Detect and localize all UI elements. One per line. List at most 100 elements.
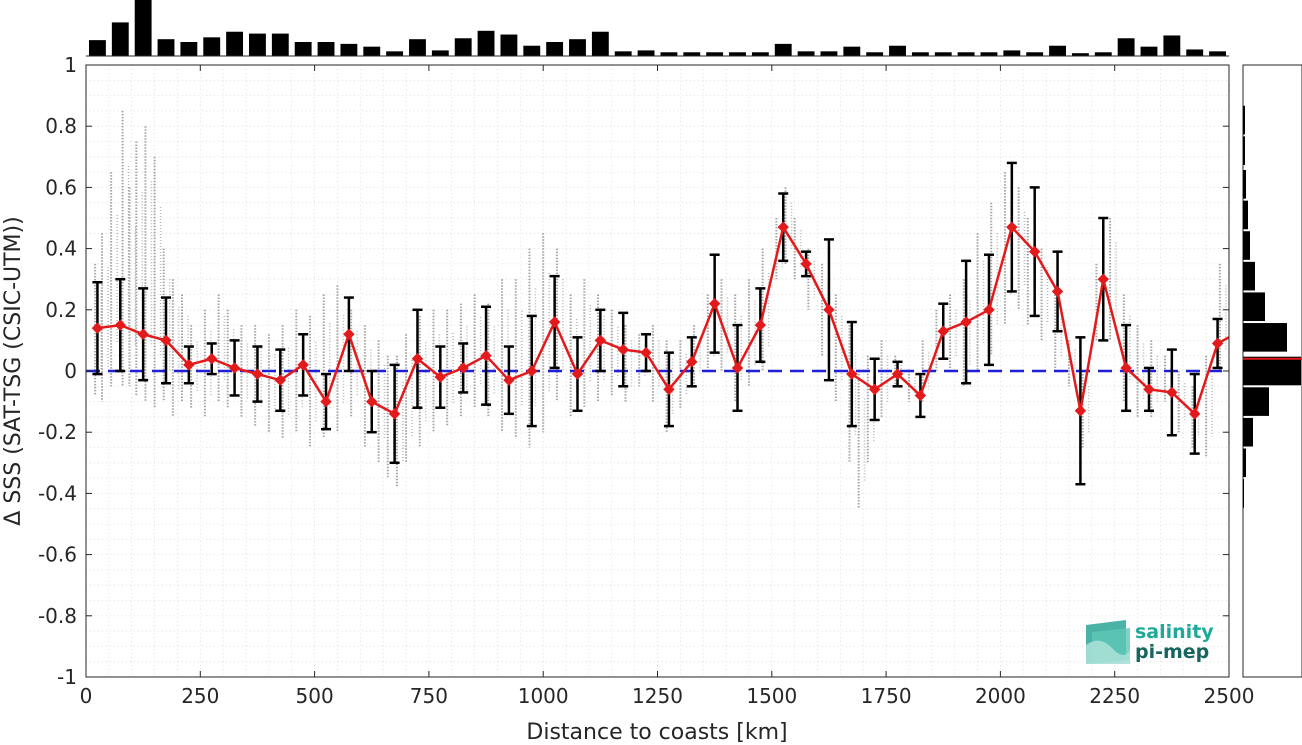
top-histogram-bar: [980, 52, 998, 56]
y-tick-label: 1: [64, 53, 77, 77]
right-histogram-bar: [1243, 356, 1301, 386]
top-histogram-bar: [454, 38, 472, 56]
top-histogram-bar: [294, 42, 312, 56]
y-tick-label: -0.4: [38, 481, 77, 505]
top-histogram-bar: [1163, 35, 1181, 56]
top-histogram-bar: [934, 52, 952, 56]
mean-marker: [343, 328, 355, 340]
top-histogram-bar: [363, 46, 381, 56]
top-histogram-bar: [1186, 49, 1204, 56]
right-histogram: [1243, 105, 1301, 508]
mean-marker: [1051, 285, 1064, 298]
mean-marker: [137, 328, 149, 340]
mean-marker: [1143, 383, 1155, 396]
x-tick-label: 1000: [518, 684, 569, 708]
y-tick-label: -0.6: [38, 543, 77, 567]
top-histogram-bar: [1140, 46, 1158, 56]
y-tick-label: 0.8: [45, 114, 77, 138]
x-tick-label: 750: [410, 684, 448, 708]
y-tick-label: 0.2: [45, 298, 77, 322]
top-histogram-bar: [111, 22, 129, 56]
top-histogram-bar: [774, 43, 792, 56]
y-tick-label: -0.8: [38, 604, 77, 628]
top-histogram-bar: [89, 40, 106, 56]
right-histogram-bar: [1243, 417, 1253, 447]
top-histogram-bar: [729, 52, 746, 56]
top-histogram-bar: [660, 52, 678, 56]
mean-marker: [731, 362, 744, 374]
mean-marker: [503, 374, 515, 386]
mean-marker: [206, 353, 218, 365]
x-tick-label: 1750: [861, 684, 912, 708]
mean-marker: [457, 362, 469, 374]
top-histogram: [89, 0, 1226, 56]
top-histogram-bar: [157, 39, 175, 56]
top-histogram-bar: [569, 39, 586, 56]
top-histogram-bar: [1003, 50, 1021, 56]
top-histogram-bar: [340, 43, 358, 56]
mean-marker: [777, 221, 789, 233]
wave-logo-icon: [1086, 620, 1130, 664]
mean-marker: [686, 356, 698, 368]
top-histogram-bar: [409, 39, 426, 56]
mean-marker: [823, 304, 835, 316]
right-histogram-bar: [1243, 323, 1287, 352]
top-histogram-bar: [614, 51, 632, 56]
mean-marker: [594, 334, 607, 347]
x-tick-label: 1250: [632, 684, 683, 708]
mean-marker: [1097, 273, 1109, 285]
mean-marker: [434, 371, 447, 383]
y-axis-label: Δ SSS (SAT-TSG (CSIC-UTM)): [1, 216, 26, 525]
x-axis-ticks: 0 250 500 750 1000 1250 1500 1750 2000 2250 2500: [80, 65, 1255, 708]
top-histogram-bar: [249, 33, 266, 56]
top-histogram-bar: [706, 52, 724, 56]
right-histogram-bar: [1243, 387, 1269, 416]
x-axis-label: Distance to coasts [km]: [526, 720, 787, 745]
top-histogram-bar: [431, 50, 449, 56]
top-histogram-bar: [843, 46, 861, 56]
mean-marker: [1120, 362, 1132, 374]
top-histogram-bar: [386, 51, 404, 56]
mean-marker: [663, 383, 675, 396]
mean-marker: [411, 353, 424, 365]
top-histogram-bar: [957, 52, 975, 56]
mean-marker: [228, 362, 241, 374]
mean-marker: [914, 389, 927, 402]
x-tick-label: 2500: [1204, 684, 1255, 708]
top-histogram-bar: [203, 37, 221, 56]
top-histogram-bar: [546, 42, 564, 56]
top-histogram-bar: [1049, 45, 1066, 56]
mean-marker: [1166, 386, 1178, 399]
mean-marker: [480, 349, 492, 362]
top-histogram-bar: [683, 52, 701, 56]
top-histogram-bar: [1094, 52, 1112, 56]
x-tick-label: 2000: [975, 684, 1026, 708]
mean-marker: [320, 395, 332, 408]
top-histogram-bar: [591, 31, 609, 56]
right-histogram-bar: [1243, 292, 1265, 322]
mean-marker: [937, 325, 949, 337]
mean-marker: [160, 334, 172, 347]
top-histogram-bar: [500, 34, 518, 56]
mean-marker: [388, 408, 401, 420]
mean-marker: [708, 297, 721, 310]
top-histogram-bar: [1209, 51, 1226, 56]
mean-marker: [960, 316, 972, 328]
x-tick-label: 2250: [1089, 684, 1140, 708]
mean-marker: [617, 343, 629, 356]
x-tick-label: 500: [296, 684, 334, 708]
right-histogram-bar: [1243, 105, 1245, 135]
top-histogram-bar: [134, 0, 152, 56]
mean-marker: [846, 368, 858, 380]
mean-marker: [91, 322, 104, 334]
y-tick-label: 0: [64, 359, 77, 383]
salinity-pi-mep-logo: salinity pi-mep: [1086, 620, 1214, 664]
right-histogram-bar: [1243, 231, 1250, 260]
y-tick-label: -0.2: [38, 420, 77, 444]
top-histogram-bar: [477, 30, 495, 56]
mean-marker: [1028, 245, 1041, 258]
mean-marker: [548, 316, 561, 328]
x-tick-label: 1500: [746, 684, 797, 708]
right-histogram-bar: [1243, 448, 1246, 478]
